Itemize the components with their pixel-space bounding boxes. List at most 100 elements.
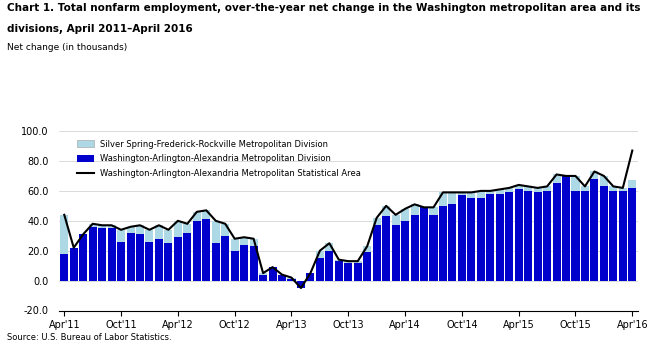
Bar (411, 204, 419, 215)
Bar (449, 204, 456, 280)
Bar (477, 191, 485, 198)
Bar (326, 243, 333, 251)
Bar (600, 176, 608, 186)
Bar (165, 230, 173, 243)
Bar (155, 225, 163, 239)
Bar (401, 221, 409, 280)
Bar (628, 188, 636, 280)
Bar (363, 246, 371, 252)
Bar (165, 243, 173, 280)
Bar (392, 225, 400, 280)
Bar (486, 194, 494, 280)
Bar (193, 212, 201, 221)
Bar (524, 191, 532, 280)
Bar (89, 227, 97, 280)
Bar (619, 188, 627, 191)
Bar (202, 219, 210, 280)
Bar (240, 245, 248, 280)
Bar (126, 227, 135, 233)
Bar (543, 186, 551, 191)
Bar (249, 246, 258, 280)
Bar (117, 230, 125, 242)
Bar (562, 176, 570, 280)
Bar (458, 195, 466, 280)
Bar (486, 191, 494, 194)
Bar (430, 207, 437, 215)
Bar (515, 185, 523, 189)
Bar (572, 176, 579, 191)
Bar (363, 252, 371, 280)
Bar (61, 215, 68, 254)
Bar (392, 215, 400, 225)
Bar (212, 221, 220, 243)
Bar (372, 218, 381, 225)
Bar (534, 193, 542, 280)
Bar (316, 251, 324, 258)
Bar (61, 254, 68, 280)
Bar (581, 191, 589, 280)
Bar (240, 237, 248, 245)
Bar (495, 189, 504, 194)
Bar (477, 198, 485, 280)
Bar (307, 273, 314, 280)
Bar (382, 206, 390, 216)
Bar (449, 193, 456, 204)
Text: Source: U.S. Bureau of Labor Statistics.: Source: U.S. Bureau of Labor Statistics. (7, 333, 171, 342)
Bar (411, 215, 419, 280)
Bar (609, 191, 617, 280)
Bar (553, 175, 561, 184)
Bar (117, 242, 125, 280)
Bar (534, 188, 542, 193)
Bar (344, 263, 352, 280)
Bar (145, 230, 154, 242)
Bar (581, 186, 589, 191)
Bar (572, 191, 579, 280)
Bar (193, 221, 201, 280)
Bar (98, 225, 106, 228)
Bar (458, 193, 466, 195)
Bar (184, 224, 191, 233)
Bar (174, 221, 182, 237)
Bar (79, 234, 87, 280)
Bar (221, 236, 229, 280)
Bar (107, 225, 116, 228)
Bar (590, 179, 598, 280)
Bar (297, 280, 305, 288)
Bar (515, 189, 523, 280)
Bar (268, 267, 277, 280)
Bar (184, 233, 191, 280)
Bar (202, 210, 210, 219)
Bar (212, 243, 220, 280)
Bar (430, 215, 437, 280)
Bar (89, 224, 97, 227)
Bar (230, 251, 239, 280)
Bar (136, 234, 144, 280)
Bar (221, 224, 229, 236)
Bar (590, 171, 598, 179)
Bar (467, 198, 475, 280)
Bar (609, 186, 617, 191)
Bar (249, 239, 258, 246)
Bar (619, 191, 627, 280)
Text: divisions, April 2011–April 2016: divisions, April 2011–April 2016 (7, 24, 192, 34)
Bar (467, 193, 475, 198)
Text: Chart 1. Total nonfarm employment, over-the-year net change in the Washington me: Chart 1. Total nonfarm employment, over-… (7, 3, 640, 13)
Bar (543, 191, 551, 280)
Bar (335, 261, 343, 280)
Bar (420, 207, 428, 280)
Bar (155, 239, 163, 280)
Bar (259, 273, 267, 275)
Bar (259, 275, 267, 280)
Bar (353, 261, 362, 263)
Bar (353, 263, 362, 280)
Bar (70, 248, 77, 280)
Bar (495, 194, 504, 280)
Bar (335, 260, 343, 261)
Bar (126, 233, 135, 280)
Bar (98, 228, 106, 280)
Legend: Silver Spring-Frederick-Rockville Metropolitan Division, Washington-Arlington-Al: Silver Spring-Frederick-Rockville Metrop… (74, 137, 363, 181)
Bar (230, 239, 239, 251)
Bar (372, 225, 381, 280)
Bar (326, 251, 333, 280)
Bar (316, 258, 324, 280)
